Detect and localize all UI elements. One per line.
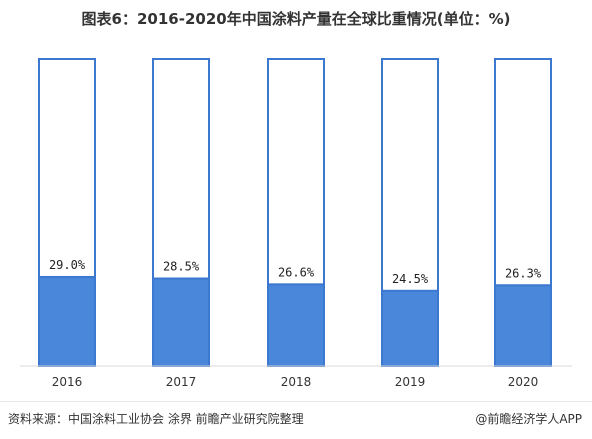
bar-2017 xyxy=(152,277,210,368)
bar-2019 xyxy=(381,289,439,367)
footer-divider xyxy=(0,401,592,402)
chart-title: 图表6：2016-2020年中国涂料产量在全球比重情况(单位：%) xyxy=(81,10,511,28)
credit-note: @前瞻经济学人APP xyxy=(475,412,582,426)
source-note: 资料来源：中国涂料工业协会 涂界 前瞻产业研究院整理 xyxy=(8,412,304,426)
bar-2016 xyxy=(38,275,96,367)
bars-layer xyxy=(38,58,552,368)
labels-layer: 29.0% 2016 28.5% 2017 26.6% 2018 24.5% 2019 26.3… xyxy=(49,258,542,389)
x-tick-label-2020: 2020 xyxy=(508,375,539,389)
x-tick-label-2019: 2019 xyxy=(395,375,426,389)
x-tick-label-2018: 2018 xyxy=(281,375,312,389)
data-label-2019: 24.5% xyxy=(392,272,429,286)
data-label-2016: 29.0% xyxy=(49,258,86,272)
data-label-2020: 26.3% xyxy=(505,266,542,280)
x-tick-label-2017: 2017 xyxy=(166,375,197,389)
data-label-2018: 26.6% xyxy=(278,265,315,279)
bar-2018 xyxy=(267,283,325,368)
data-label-2017: 28.5% xyxy=(163,260,200,274)
bar-2020 xyxy=(494,284,552,367)
x-tick-label-2016: 2016 xyxy=(52,375,83,389)
